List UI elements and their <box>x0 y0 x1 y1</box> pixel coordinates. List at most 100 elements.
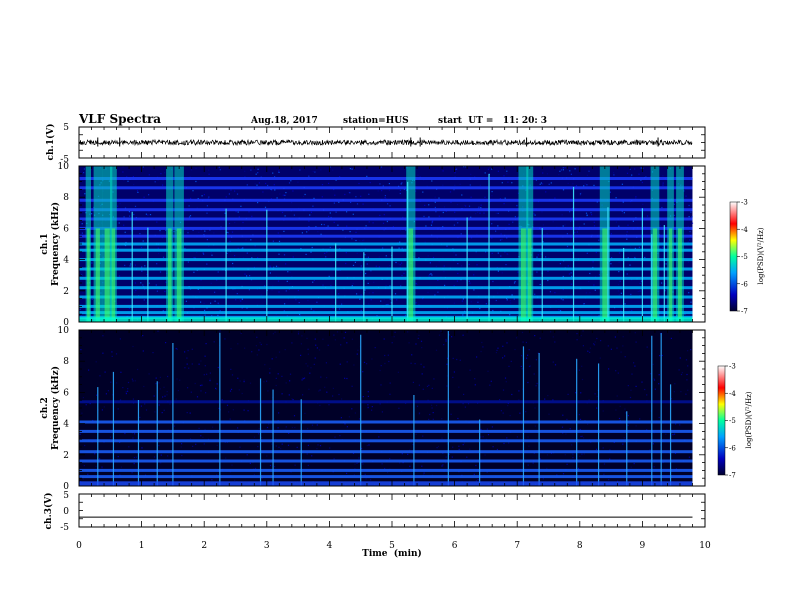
spectrogram-noise <box>101 466 103 468</box>
spectrogram-noise <box>308 229 310 231</box>
spectrogram-noise <box>320 233 322 235</box>
spectrogram-noise <box>426 185 428 187</box>
spectrogram-noise <box>618 271 620 273</box>
spectrogram-noise <box>186 412 188 414</box>
spectrogram-noise <box>491 223 493 225</box>
spectrogram-noise <box>297 289 299 292</box>
spectrogram-noise <box>350 201 352 203</box>
spectrogram-noise <box>489 384 491 386</box>
spectrogram-noise <box>492 309 494 312</box>
spectrogram-noise <box>165 222 167 224</box>
spectrogram-noise <box>148 194 150 196</box>
spectrogram-burst-core <box>104 228 110 322</box>
spectrogram-noise <box>415 302 417 304</box>
spectrogram-noise <box>415 190 417 192</box>
spectrogram-noise <box>82 255 84 257</box>
spectrogram-noise <box>670 337 672 339</box>
spectrogram-noise <box>431 404 433 406</box>
spectrogram-noise <box>517 265 519 267</box>
spectrogram-noise <box>231 231 234 233</box>
spectrogram-noise <box>389 285 391 287</box>
ch2-colorbar-gradient <box>717 365 726 476</box>
spectrogram-noise <box>539 283 541 286</box>
spectrogram-noise <box>165 229 167 231</box>
spectrogram-noise <box>548 256 550 258</box>
spectrogram-noise <box>482 436 484 438</box>
spectrogram-noise <box>497 252 499 254</box>
ch2-spectrogram-ylabel: ch.2 <box>40 397 50 418</box>
time-axis-tick-label: 4 <box>327 541 333 551</box>
spectrogram-noise <box>435 265 437 267</box>
spectrogram-noise <box>389 458 391 460</box>
spectrogram-noise <box>596 201 598 203</box>
spectrogram-noise <box>238 216 240 218</box>
spectrogram-noise <box>91 213 93 215</box>
spectrogram-noise <box>442 226 444 228</box>
spectrogram-noise <box>354 261 356 263</box>
spectrogram-noise <box>583 453 585 455</box>
spectrogram-noise <box>181 443 183 445</box>
spectrogram-noise <box>454 211 456 213</box>
spectrogram-noise <box>327 344 329 346</box>
spectrogram-noise <box>560 169 563 171</box>
spectrogram-noise <box>163 409 165 411</box>
spectrogram-noise <box>631 309 633 312</box>
spectrogram-noise <box>428 384 430 386</box>
spectrogram-noise <box>253 473 255 476</box>
spectrogram-noise <box>365 478 367 480</box>
spectrogram-noise <box>431 221 433 223</box>
spectrogram-noise <box>245 239 247 241</box>
spectrogram-noise <box>159 232 161 234</box>
spectrogram-noise <box>583 223 585 225</box>
spectrogram-noise <box>142 335 144 337</box>
spectrogram-noise <box>127 180 129 182</box>
spectrogram-noise <box>358 182 360 185</box>
spectrogram-noise <box>164 172 166 174</box>
spectrogram-noise <box>390 302 392 304</box>
spectrogram-noise <box>283 310 285 312</box>
spectrogram-noise <box>400 183 402 185</box>
ch2-colorbar-ticks: -3-4-5-6-7 <box>725 363 736 480</box>
spectrogram-noise <box>329 166 331 168</box>
spectrogram-noise <box>241 298 243 300</box>
spectrogram-noise <box>388 189 390 192</box>
spectrogram-noise <box>210 282 212 284</box>
spectrogram-noise <box>547 395 549 397</box>
spectrogram-noise <box>525 341 527 344</box>
spectrogram-noise <box>255 173 257 175</box>
spectrogram-noise <box>359 240 361 242</box>
spectrogram-noise <box>132 437 134 439</box>
spectrogram-noise <box>351 168 353 170</box>
spectrogram-noise <box>263 285 266 287</box>
spectrogram-noise <box>539 458 541 460</box>
spectrogram-noise <box>546 233 548 235</box>
spectrogram-noise <box>253 266 255 268</box>
spectrogram-noise <box>335 179 337 181</box>
spectrogram-noise <box>394 293 397 295</box>
spectrogram-noise <box>450 201 452 203</box>
spectrogram-noise <box>674 433 676 435</box>
spectrogram-noise <box>302 378 305 380</box>
spectrogram-noise <box>421 373 423 375</box>
spectrogram-noise <box>442 170 444 172</box>
spectrogram-band <box>79 248 693 252</box>
spectrogram-noise <box>257 168 259 170</box>
spectrogram-noise <box>430 224 433 226</box>
spectrogram-band <box>79 286 693 290</box>
spectrogram-noise <box>204 230 206 232</box>
spectrogram-noise <box>131 472 133 474</box>
spectrogram-noise <box>399 189 401 191</box>
spectrogram-noise <box>631 174 633 176</box>
spectrogram-noise <box>206 205 208 207</box>
colorbar-tick-label: -4 <box>741 226 748 234</box>
ch1-spectrogram-image <box>79 166 705 322</box>
spectrogram-noise <box>400 285 402 287</box>
spectrogram-noise <box>103 406 105 408</box>
spectrogram-noise <box>443 265 445 267</box>
spectrogram-noise <box>210 302 212 304</box>
spectrogram-noise <box>191 363 193 365</box>
spectrogram-noise <box>292 399 294 401</box>
spectrogram-noise <box>443 344 445 346</box>
spectrogram-noise <box>318 390 320 392</box>
